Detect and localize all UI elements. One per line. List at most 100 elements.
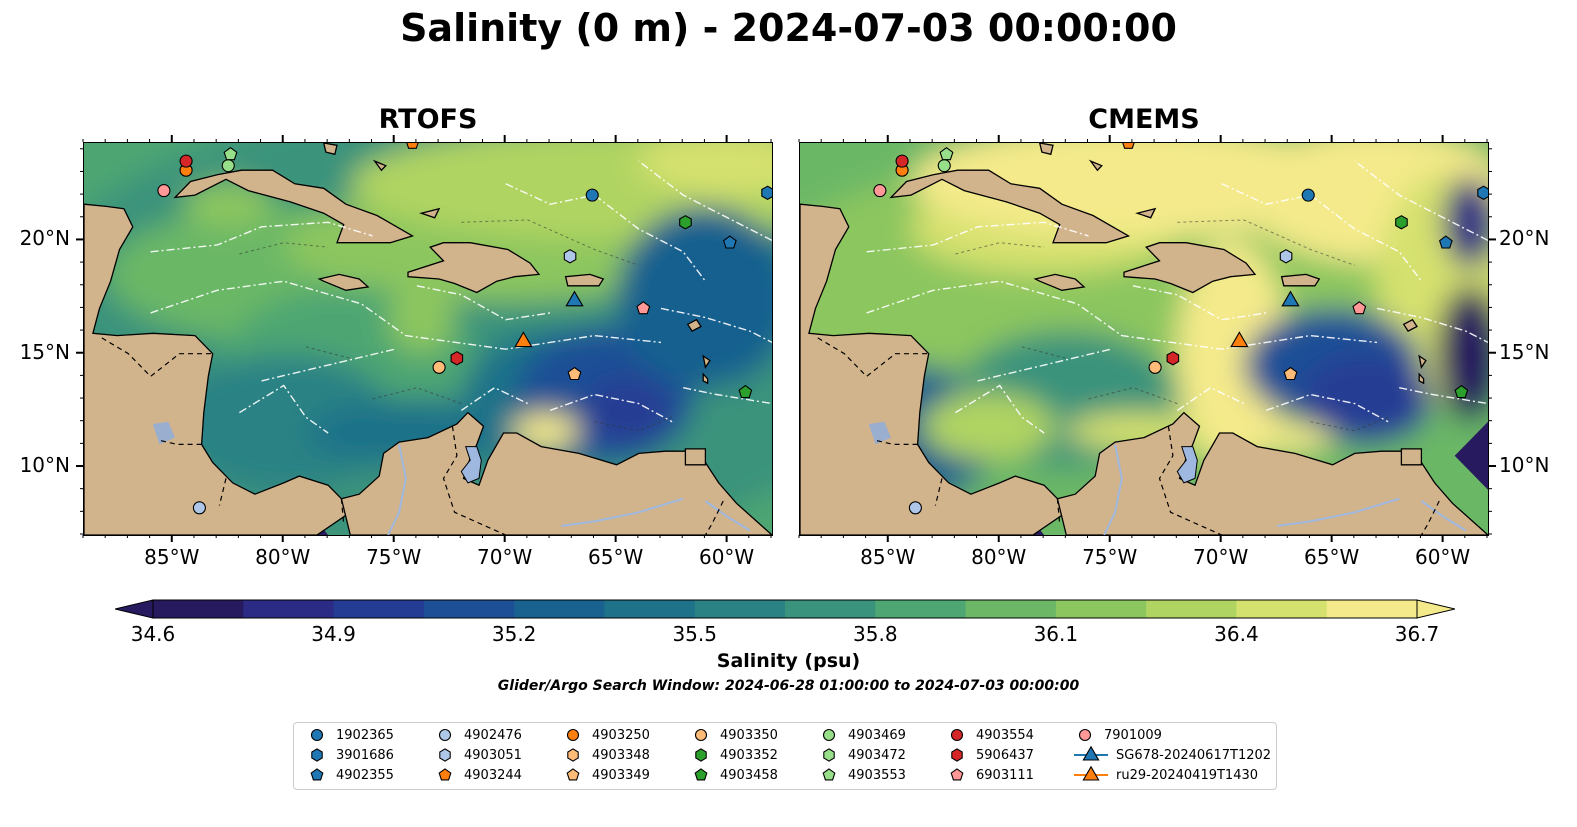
colorbar-segment [333,600,425,618]
colorbar-segment [153,600,244,618]
legend-entry: 4903349 [562,765,650,785]
argo-marker-4903352 [1395,215,1408,230]
legend-hexagon-marker [823,748,835,762]
colorbar-segment [785,600,876,618]
land-trinidad [684,448,707,466]
legend-marker-icon [1074,766,1108,781]
land-bahamas2 [372,159,387,172]
colorbar-tick-label: 35.2 [491,622,537,646]
legend-marker-icon [694,768,708,781]
legend-marker-icon [822,768,836,781]
legend-entry: 4903554 [946,725,1034,745]
legend-label: ru29-20240419T1430 [1116,767,1259,783]
legend-entry: SG678-20240617T1202 [1074,745,1271,765]
legend-label: 4903051 [464,747,522,763]
land-centralAmerica [84,203,352,535]
legend-marker-icon [439,748,451,762]
legend: 1902365 3901686 4902355 4902476 4903051 49032… [293,722,1277,790]
legend-marker-icon [694,728,708,742]
legend-pentagon-marker [950,768,964,781]
argo-marker-3901686 [1477,185,1488,201]
colorbar-tick-label: 34.9 [311,622,356,646]
glider-marker-SG678-20240617T1202 [565,290,584,307]
lon-tick-label: 85°W [860,545,916,569]
land-jamaica [317,273,370,291]
legend-marker-icon [1074,746,1108,761]
figure-title: Salinity (0 m) - 2024-07-03 00:00:00 [400,6,1177,50]
argo-marker-4903349 [1283,366,1298,381]
lat-tick-label-right: 20°N [1499,226,1550,251]
land-bahamas3 [1135,207,1157,219]
land-bahamas2 [1088,159,1103,172]
argo-marker-4903244 [1122,143,1135,149]
colorbar-tick-label: 35.8 [853,622,898,646]
argo-marker-6903111 [636,301,651,315]
legend-marker-icon [438,728,452,742]
legend-triangle-marker [1082,746,1100,761]
argo-marker-4903458 [1454,384,1469,399]
colorbar-segment [875,600,967,618]
argo-marker-4903553 [939,147,954,161]
legend-label: 4903553 [848,767,906,783]
lat-tick-label-right: 10°N [1499,453,1550,478]
land-puertoRico [1280,273,1321,287]
argo-marker-4902355 [1438,235,1453,249]
colorbar-segment [243,600,335,618]
legend-marker-icon [310,728,324,742]
argo-marker-5906437 [1166,351,1180,366]
land-bahamas3 [419,207,441,219]
land-cuba [889,169,1131,244]
legend-label: 7901009 [1104,727,1162,743]
panel-title-rtofs: RTOFS [378,104,478,135]
legend-pentagon-marker [822,768,836,781]
lon-tick-label: 60°W [698,545,755,569]
salinity-map-cmems [800,143,1488,535]
map-panel-cmems [799,142,1489,536]
legend-hexagon-marker [951,748,963,762]
land-bahamas1 [323,143,338,156]
legend-label: 4903554 [976,727,1034,743]
argo-marker-4903051 [563,249,577,264]
colorbar-segment [694,600,786,618]
argo-marker-4903349 [567,366,582,381]
legend-entry: 4903250 [562,725,650,745]
land-lesser3 [702,372,709,385]
land-trinidad [1400,448,1423,466]
colorbar-tick-label: 35.5 [672,622,717,646]
search-window-caption: Glider/Argo Search Window: 2024-06-28 01… [497,678,1080,694]
legend-entry: 4903051 [434,745,522,765]
lat-tick-label-left: 15°N [19,339,70,364]
land-puertoRico [564,273,605,287]
colorbar-segment [1236,600,1328,618]
legend-label: 1902365 [336,727,394,743]
legend-label: 5906437 [976,747,1034,763]
legend-entry: 1902365 [306,725,394,745]
land-lesser3 [1418,372,1425,385]
colorbar-tick-label: 36.1 [1033,622,1079,646]
legend-marker-icon [950,768,964,781]
lon-tick-label: 85°W [144,545,200,569]
legend-label: SG678-20240617T1202 [1116,747,1272,763]
legend-entry: 4903553 [818,765,906,785]
glider-marker-SG678-20240617T1202 [1281,290,1300,307]
legend-marker-icon [566,768,580,781]
legend-entry: 5906437 [946,745,1034,765]
land-hispaniola [407,242,541,294]
lon-tick-label: 70°W [477,545,533,569]
argo-marker-3901686 [761,185,772,201]
colorbar-tick-label: 34.6 [130,622,176,646]
argo-marker-5906437 [450,351,464,366]
legend-entry: 4903469 [818,725,906,745]
legend-marker-icon [950,728,964,742]
legend-circle-marker [1078,728,1092,742]
glider-marker-ru29-20240419T1430 [514,331,533,348]
legend-entry: ru29-20240419T1430 [1074,765,1258,785]
argo-marker-4903350 [432,360,446,374]
legend-pentagon-marker [566,768,580,781]
legend-circle-marker [566,728,580,742]
colorbar-segment [1055,600,1147,618]
colorbar [115,599,1455,619]
land-lesser1 [1402,318,1418,332]
legend-label: 4902355 [336,767,394,783]
